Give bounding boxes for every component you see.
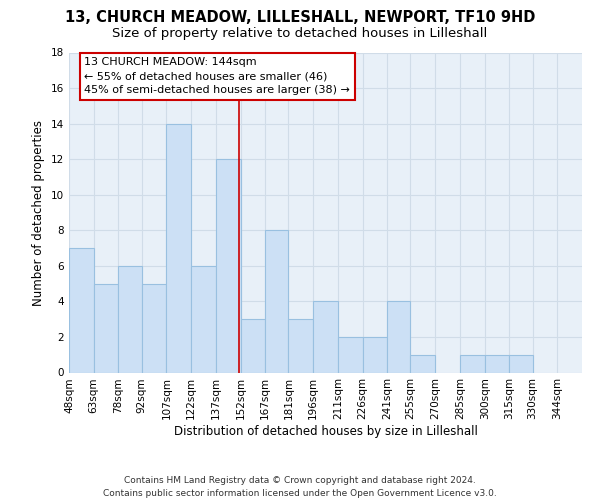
- Bar: [191, 266, 216, 372]
- Bar: [118, 266, 142, 372]
- Text: Size of property relative to detached houses in Lilleshall: Size of property relative to detached ho…: [112, 28, 488, 40]
- Bar: [69, 248, 94, 372]
- Bar: [362, 337, 388, 372]
- Bar: [388, 302, 410, 372]
- Bar: [216, 159, 241, 372]
- Bar: [460, 354, 485, 372]
- Bar: [289, 319, 313, 372]
- Text: 13 CHURCH MEADOW: 144sqm
← 55% of detached houses are smaller (46)
45% of semi-d: 13 CHURCH MEADOW: 144sqm ← 55% of detach…: [85, 58, 350, 96]
- Bar: [265, 230, 289, 372]
- Bar: [142, 284, 166, 372]
- Bar: [313, 302, 338, 372]
- Bar: [338, 337, 362, 372]
- Bar: [485, 354, 509, 372]
- Y-axis label: Number of detached properties: Number of detached properties: [32, 120, 46, 306]
- Text: Contains HM Land Registry data © Crown copyright and database right 2024.
Contai: Contains HM Land Registry data © Crown c…: [103, 476, 497, 498]
- Bar: [166, 124, 191, 372]
- Bar: [94, 284, 118, 372]
- Bar: [410, 354, 435, 372]
- Bar: [241, 319, 265, 372]
- X-axis label: Distribution of detached houses by size in Lilleshall: Distribution of detached houses by size …: [173, 425, 478, 438]
- Bar: [509, 354, 533, 372]
- Text: 13, CHURCH MEADOW, LILLESHALL, NEWPORT, TF10 9HD: 13, CHURCH MEADOW, LILLESHALL, NEWPORT, …: [65, 10, 535, 25]
